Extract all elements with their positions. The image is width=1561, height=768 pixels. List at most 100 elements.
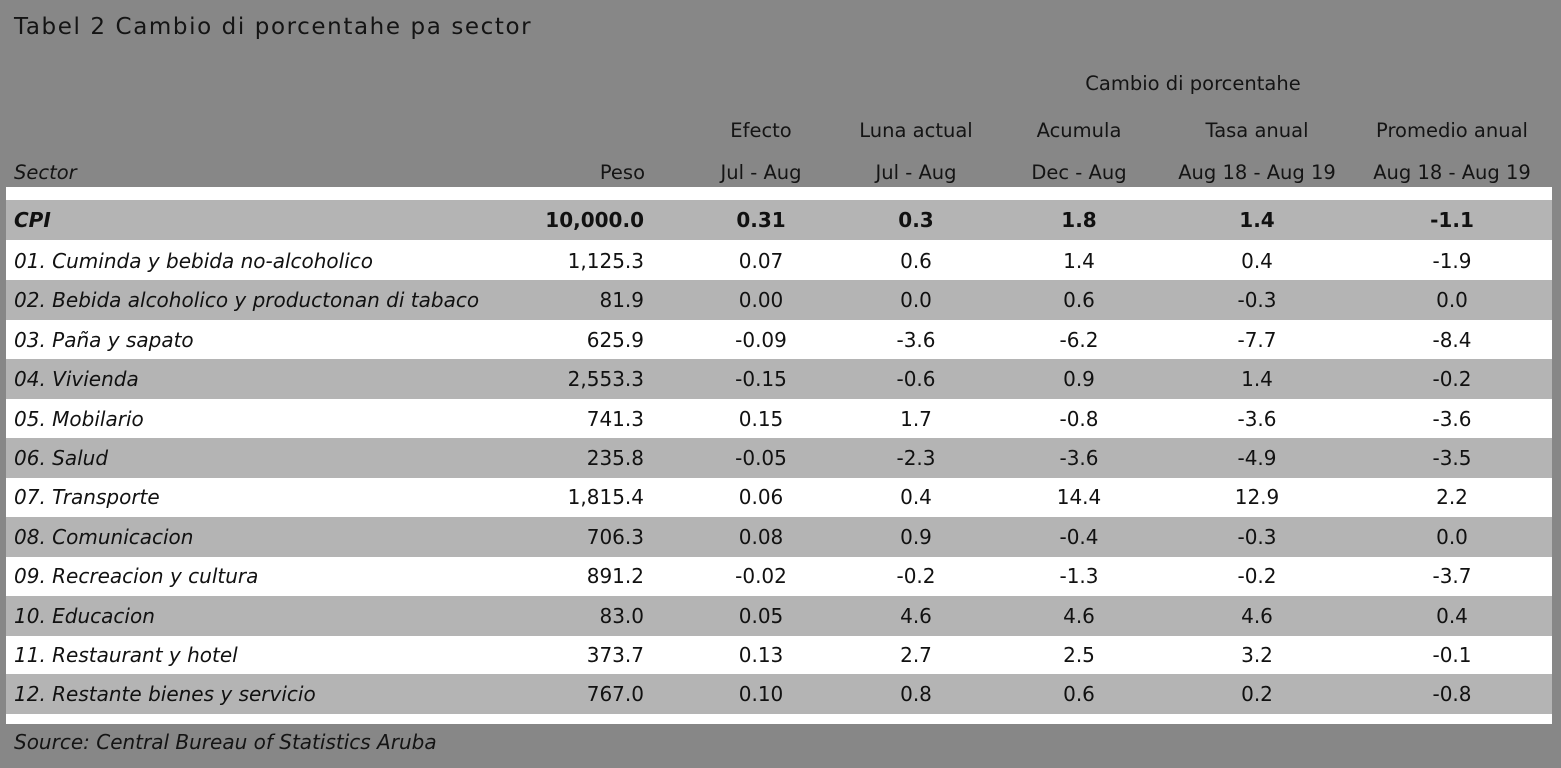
table-row: 03. Paña y sapato 625.9 -0.09 -3.6 -6.2 -7.7 -…	[6, 320, 1552, 360]
luna-actual-value: 0.4	[900, 485, 932, 509]
promedio-anual-value: 2.2	[1436, 485, 1468, 509]
tasa-anual-value: 0.4	[1241, 249, 1273, 273]
sector-label: 07. Transporte	[14, 485, 160, 509]
promedio-anual-value: -3.5	[1432, 446, 1472, 470]
acumula-value: 4.6	[1063, 604, 1095, 628]
luna-actual-value: 0.6	[900, 249, 932, 273]
table-row: 02. Bebida alcoholico y productonan di t…	[6, 280, 1552, 320]
acumula-value: -0.4	[1059, 525, 1099, 549]
peso-value: 235.8	[586, 446, 644, 470]
luna-actual-value: -0.6	[896, 367, 936, 391]
peso-value: 1,815.4	[567, 485, 644, 509]
table-title: Tabel 2 Cambio di porcentahe pa sector	[14, 14, 533, 40]
acumula-value: 2.5	[1063, 643, 1095, 667]
peso-value: 741.3	[586, 407, 644, 431]
table-row: 12. Restante bienes y servicio 767.0 0.10 0…	[6, 674, 1552, 714]
luna-actual-value: 2.7	[900, 643, 932, 667]
efecto-value: -0.02	[735, 564, 787, 588]
table-row-cpi: CPI 10,000.0 0.31 0.3 1.8 1.4 -1.1	[6, 200, 1552, 240]
promedio-anual-value: 0.4	[1436, 604, 1468, 628]
luna-actual-value: -2.3	[896, 446, 936, 470]
peso-value: 373.7	[586, 643, 644, 667]
header-promedio-anual-top: Promedio anual	[1376, 119, 1528, 142]
sector-label: 01. Cuminda y bebida no-alcoholico	[14, 249, 374, 273]
header-acumula-period: Dec - Aug	[1031, 161, 1127, 184]
acumula-value: -0.8	[1059, 407, 1099, 431]
acumula-value: 1.8	[1061, 208, 1097, 232]
promedio-anual-value: 0.0	[1436, 288, 1468, 312]
peso-value: 891.2	[586, 564, 644, 588]
promedio-anual-value: -3.7	[1432, 564, 1472, 588]
table-row: 10. Educacion 83.0 0.05 4.6 4.6 4.6 0.4	[6, 596, 1552, 636]
peso-value: 2,553.3	[567, 367, 644, 391]
tasa-anual-value: 1.4	[1239, 208, 1275, 232]
luna-actual-value: 0.8	[900, 682, 932, 706]
table-row: 09. Recreacion y cultura 891.2 -0.02 -0.2 -1…	[6, 556, 1552, 596]
table-row: 04. Vivienda 2,553.3 -0.15 -0.6 0.9 1.4 -0.2	[6, 359, 1552, 399]
luna-actual-value: -0.2	[896, 564, 936, 588]
peso-value: 1,125.3	[567, 249, 644, 273]
luna-actual-value: -3.6	[896, 328, 936, 352]
promedio-anual-value: -0.2	[1432, 367, 1472, 391]
efecto-value: 0.31	[736, 208, 786, 232]
efecto-value: 0.15	[738, 407, 784, 431]
table-row: 06. Salud 235.8 -0.05 -2.3 -3.6 -4.9 -3.5	[6, 438, 1552, 478]
efecto-value: -0.05	[735, 446, 787, 470]
acumula-value: 0.6	[1063, 288, 1095, 312]
header-acumula-top: Acumula	[1036, 119, 1122, 142]
efecto-value: 0.07	[738, 249, 784, 273]
promedio-anual-value: 0.0	[1436, 525, 1468, 549]
header-efecto-top: Efecto	[730, 119, 792, 142]
data-table: CPI 10,000.0 0.31 0.3 1.8 1.4 -1.1 01. Cuminda …	[6, 187, 1552, 724]
promedio-anual-value: -0.8	[1432, 682, 1472, 706]
table-row: 05. Mobilario 741.3 0.15 1.7 -0.8 -3.6 -3.6	[6, 399, 1552, 439]
table-row: 01. Cuminda y bebida no-alcoholico 1,125.…	[6, 241, 1552, 281]
promedio-anual-value: -1.1	[1430, 208, 1474, 232]
tasa-anual-value: -7.7	[1237, 328, 1277, 352]
peso-value: 706.3	[586, 525, 644, 549]
acumula-value: 0.6	[1063, 682, 1095, 706]
header-peso: Peso	[599, 161, 645, 184]
sector-label: 09. Recreacion y cultura	[14, 564, 259, 588]
promedio-anual-value: -8.4	[1432, 328, 1472, 352]
tasa-anual-value: -0.3	[1237, 288, 1277, 312]
luna-actual-value: 0.9	[900, 525, 932, 549]
efecto-value: 0.08	[738, 525, 784, 549]
header-group-label: Cambio di porcentahe	[1085, 72, 1301, 95]
efecto-value: 0.06	[738, 485, 784, 509]
sector-label: 11. Restaurant y hotel	[14, 643, 238, 667]
sector-label: 06. Salud	[14, 446, 109, 470]
luna-actual-value: 4.6	[900, 604, 932, 628]
efecto-value: 0.10	[738, 682, 784, 706]
promedio-anual-value: -3.6	[1432, 407, 1472, 431]
acumula-value: -6.2	[1059, 328, 1099, 352]
header-sector: Sector	[14, 161, 77, 184]
header-luna-actual-period: Jul - Aug	[875, 161, 957, 184]
tasa-anual-value: 0.2	[1241, 682, 1273, 706]
peso-value: 767.0	[586, 682, 644, 706]
acumula-value: -1.3	[1059, 564, 1099, 588]
tasa-anual-value: -0.2	[1237, 564, 1277, 588]
tasa-anual-value: 3.2	[1241, 643, 1273, 667]
tasa-anual-value: -4.9	[1237, 446, 1277, 470]
sector-label: 03. Paña y sapato	[14, 328, 194, 352]
peso-value: 10,000.0	[545, 208, 644, 232]
header-promedio-anual-period: Aug 18 - Aug 19	[1373, 161, 1531, 184]
promedio-anual-value: -1.9	[1432, 249, 1472, 273]
sector-label: 10. Educacion	[14, 604, 155, 628]
luna-actual-value: 0.3	[898, 208, 934, 232]
header-efecto-period: Jul - Aug	[720, 161, 802, 184]
peso-value: 83.0	[599, 604, 644, 628]
efecto-value: -0.09	[735, 328, 787, 352]
table-row: 07. Transporte 1,815.4 0.06 0.4 14.4 12.9 2.2	[6, 477, 1552, 517]
luna-actual-value: 1.7	[900, 407, 932, 431]
efecto-value: -0.15	[735, 367, 787, 391]
tasa-anual-value: 4.6	[1241, 604, 1273, 628]
promedio-anual-value: -0.1	[1432, 643, 1472, 667]
peso-value: 81.9	[599, 288, 644, 312]
tasa-anual-value: 1.4	[1241, 367, 1273, 391]
acumula-value: 1.4	[1063, 249, 1095, 273]
efecto-value: 0.13	[738, 643, 784, 667]
acumula-value: -3.6	[1059, 446, 1099, 470]
efecto-value: 0.05	[738, 604, 784, 628]
